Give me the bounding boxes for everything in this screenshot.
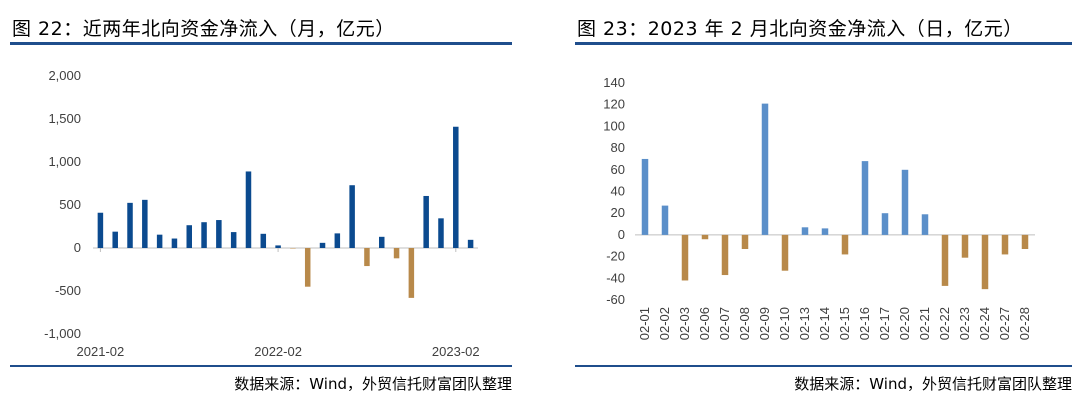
y-tick-label: 80 bbox=[611, 140, 625, 155]
monthly-bar bbox=[260, 233, 267, 248]
daily-bar bbox=[741, 234, 749, 250]
daily-northbound-panel: 图 23：2023 年 2 月北向资金净流入（日，亿元） -60 -40 -20 0 2… bbox=[565, 0, 1080, 404]
x-tick-label: 02-01 bbox=[637, 307, 652, 340]
right-bottom-rule bbox=[575, 365, 1072, 367]
left-chart-title: 图 22：近两年北向资金净流入（月，亿元） bbox=[12, 18, 395, 40]
daily-bar bbox=[941, 234, 949, 286]
monthly-bar bbox=[230, 232, 237, 248]
monthly-bar bbox=[349, 185, 355, 248]
x-tick-label: 02-09 bbox=[757, 307, 772, 340]
right-chart-title: 图 23：2023 年 2 月北向资金净流入（日，亿元） bbox=[577, 18, 1023, 40]
y-tick-label: 2,000 bbox=[48, 68, 81, 83]
daily-bar bbox=[681, 234, 689, 281]
monthly-bar bbox=[245, 171, 252, 248]
monthly-bar bbox=[201, 222, 207, 248]
x-tick-label: 02-13 bbox=[797, 307, 812, 340]
monthly-bar bbox=[438, 218, 444, 248]
daily-bar bbox=[821, 228, 829, 235]
x-tick-label: 02-23 bbox=[957, 307, 972, 340]
x-tick-label: 02-03 bbox=[677, 307, 692, 340]
x-tick-label: 02-02 bbox=[657, 307, 672, 340]
y-tick-label: 140 bbox=[603, 75, 625, 90]
x-tick-label: 2022-02 bbox=[254, 344, 302, 359]
daily-bar bbox=[801, 227, 809, 235]
x-tick-label: 02-20 bbox=[897, 307, 912, 340]
monthly-bar bbox=[290, 248, 296, 249]
daily-bar bbox=[901, 169, 909, 235]
y-tick-label: -1,000 bbox=[44, 326, 81, 341]
monthly-bar bbox=[334, 233, 341, 248]
left-source-note: 数据来源：Wind，外贸信托财富团队整理 bbox=[234, 375, 512, 393]
monthly-bar bbox=[156, 234, 163, 248]
monthly-bar bbox=[171, 238, 178, 248]
x-tick-label: 02-21 bbox=[917, 307, 932, 340]
right-title-rule bbox=[575, 42, 1072, 45]
monthly-bar bbox=[275, 245, 281, 248]
x-tick-label: 02-07 bbox=[717, 307, 732, 340]
right-source-note: 数据来源：Wind，外贸信托财富团队整理 bbox=[794, 375, 1072, 393]
monthly-bar bbox=[97, 212, 104, 248]
y-tick-label: -500 bbox=[55, 283, 81, 298]
monthly-bar-chart: -1,000 -500 0 500 1,000 1,500 2,000 2021-02 2022… bbox=[44, 68, 480, 359]
x-tick-label: 02-08 bbox=[737, 307, 752, 340]
daily-bar bbox=[961, 234, 969, 258]
monthly-bar bbox=[408, 248, 415, 298]
monthly-bar bbox=[319, 242, 326, 248]
y-tick-label: -40 bbox=[606, 270, 625, 285]
y-tick-label: -20 bbox=[606, 249, 625, 264]
y-tick-label: 1,500 bbox=[48, 111, 81, 126]
monthly-bar bbox=[216, 220, 222, 248]
monthly-bar bbox=[304, 248, 311, 287]
y-tick-label: 1,000 bbox=[48, 154, 81, 169]
y-tick-label: 120 bbox=[603, 97, 625, 112]
x-tick-label: 02-28 bbox=[1017, 307, 1032, 340]
daily-bar bbox=[721, 234, 729, 276]
x-tick-label: 02-24 bbox=[977, 307, 992, 340]
daily-bar bbox=[861, 161, 869, 235]
monthly-bar bbox=[379, 236, 385, 248]
daily-bar bbox=[1001, 234, 1009, 255]
x-tick-label: 2021-02 bbox=[77, 344, 125, 359]
daily-bar bbox=[761, 103, 769, 235]
x-tick-label: 02-10 bbox=[777, 307, 792, 340]
daily-bar bbox=[701, 234, 709, 240]
x-tick-label: 02-15 bbox=[837, 307, 852, 340]
y-tick-label: 20 bbox=[611, 205, 625, 220]
daily-bar bbox=[781, 234, 789, 271]
x-tick-label: 02-22 bbox=[937, 307, 952, 340]
left-title-rule bbox=[10, 42, 512, 45]
y-tick-label: -60 bbox=[606, 292, 625, 307]
monthly-northbound-panel: 图 22：近两年北向资金净流入（月，亿元） -1,000 -500 0 500 1,00… bbox=[0, 0, 520, 404]
x-tick-label: 02-17 bbox=[877, 307, 892, 340]
daily-bar bbox=[641, 158, 649, 235]
y-tick-label: 500 bbox=[59, 197, 81, 212]
y-tick-label: 0 bbox=[74, 240, 81, 255]
monthly-bar bbox=[423, 195, 429, 248]
daily-bar bbox=[981, 234, 989, 290]
daily-bar-chart: -60 -40 -20 0 20 40 60 80 100 120 140 02-01 02-02 02-… bbox=[603, 75, 1035, 340]
x-tick-label: 02-14 bbox=[817, 307, 832, 340]
left-bottom-rule bbox=[10, 365, 512, 367]
daily-bar bbox=[881, 213, 889, 235]
daily-bar bbox=[1021, 234, 1029, 250]
y-tick-label: 40 bbox=[611, 184, 625, 199]
x-tick-label: 02-16 bbox=[857, 307, 872, 340]
daily-bar bbox=[921, 214, 929, 235]
x-tick-label: 2023-02 bbox=[432, 344, 480, 359]
y-tick-label: 0 bbox=[618, 227, 625, 242]
monthly-bar bbox=[393, 248, 400, 259]
monthly-bar bbox=[142, 199, 148, 248]
monthly-bar bbox=[127, 202, 133, 248]
monthly-bar bbox=[467, 239, 474, 248]
monthly-bar bbox=[112, 231, 118, 248]
x-tick-label: 02-06 bbox=[697, 307, 712, 340]
daily-bar bbox=[841, 234, 849, 255]
monthly-bar bbox=[186, 225, 192, 248]
y-tick-label: 60 bbox=[611, 162, 625, 177]
monthly-bar bbox=[364, 248, 370, 267]
monthly-bar bbox=[453, 126, 459, 248]
x-tick-label: 02-27 bbox=[997, 307, 1012, 340]
daily-bar bbox=[661, 205, 669, 235]
y-tick-label: 100 bbox=[603, 118, 625, 133]
